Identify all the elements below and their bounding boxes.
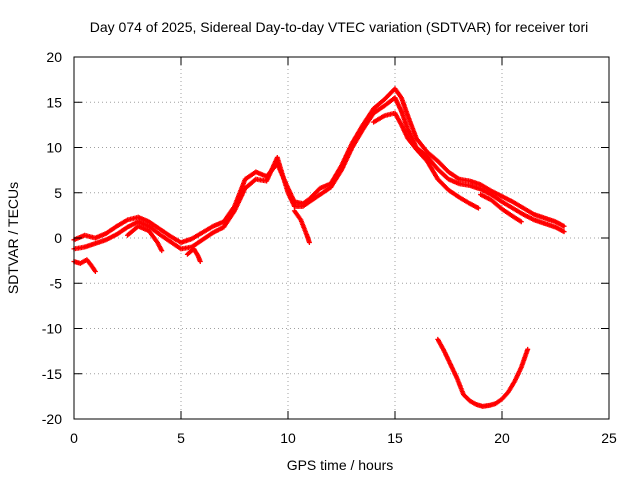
y-tick-label: 10 xyxy=(46,140,62,156)
y-tick-label: 20 xyxy=(46,49,62,65)
x-tick-label: 15 xyxy=(387,430,403,446)
data-point xyxy=(159,248,165,254)
y-tick-label: -10 xyxy=(42,321,62,337)
y-tick-label: -20 xyxy=(42,411,62,427)
data-point xyxy=(561,223,567,229)
series-track-2 xyxy=(71,95,567,252)
series-track-9 xyxy=(435,336,531,409)
x-tick-label: 20 xyxy=(494,430,510,446)
series-track-3 xyxy=(71,257,98,274)
series-track-1 xyxy=(71,86,567,246)
series-track-6 xyxy=(291,208,312,246)
data-point xyxy=(525,346,531,352)
y-tick-label: 0 xyxy=(54,230,62,246)
series-track-4 xyxy=(125,223,165,254)
y-tick-label: -5 xyxy=(50,275,63,291)
data-point xyxy=(306,240,312,246)
y-tick-label: -15 xyxy=(42,366,62,382)
chart-title: Day 074 of 2025, Sidereal Day-to-day VTE… xyxy=(90,19,589,35)
data-point xyxy=(197,259,203,265)
x-tick-label: 5 xyxy=(177,430,185,446)
data-point xyxy=(92,268,98,274)
data-point xyxy=(475,205,481,211)
data-points xyxy=(71,86,567,409)
axis-ticks: 0 5 10 15 20 25 -20 -15 -10 -5 0 5 10 15 20 xyxy=(42,49,617,446)
x-tick-label: 10 xyxy=(280,430,296,446)
y-axis-title: SDTVAR / TECUs xyxy=(5,182,21,294)
x-tick-label: 0 xyxy=(70,430,78,446)
y-tick-label: 5 xyxy=(54,185,62,201)
x-axis-title: GPS time / hours xyxy=(287,457,394,473)
data-point xyxy=(518,219,524,225)
x-tick-label: 25 xyxy=(601,430,617,446)
series-track-5 xyxy=(184,246,203,265)
y-tick-label: 15 xyxy=(46,94,62,110)
series-track-8 xyxy=(478,192,524,225)
data-point xyxy=(561,229,567,235)
series-track-7 xyxy=(371,110,481,211)
